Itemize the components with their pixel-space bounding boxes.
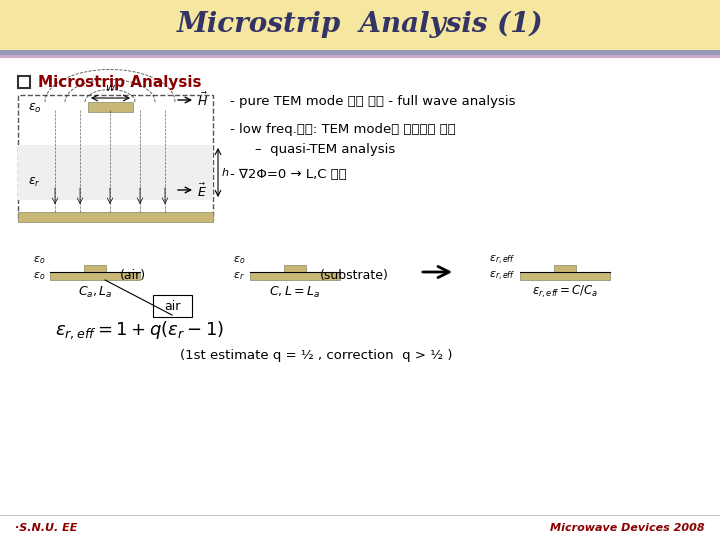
Text: $\vec{H}$: $\vec{H}$ [197,91,208,109]
Bar [18,145,213,200]
Text: (1st estimate q = ½ , correction  q > ½ ): (1st estimate q = ½ , correction q > ½ ) [180,348,452,361]
Text: Microstrip Analysis: Microstrip Analysis [38,75,202,90]
Text: - pure TEM mode 존재 안함 - full wave analysis: - pure TEM mode 존재 안함 - full wave analys… [230,96,516,109]
Text: –  quasi-TEM analysis: – quasi-TEM analysis [255,144,395,157]
Bar [84,265,106,272]
Text: $\varepsilon_o$: $\varepsilon_o$ [32,254,45,266]
Text: $\varepsilon_o$: $\varepsilon_o$ [233,254,245,266]
Text: (substrate): (substrate) [320,268,389,281]
Text: $\varepsilon_o$: $\varepsilon_o$ [32,270,45,282]
Bar [0,50,720,55]
Bar [18,76,30,88]
Bar [520,272,610,280]
FancyBboxPatch shape [153,295,192,317]
Bar [250,272,340,280]
Bar [554,265,576,272]
Text: - ∇2Φ=0 → L,C 계산: - ∇2Φ=0 → L,C 계산 [230,168,347,181]
Text: $\varepsilon_{r,eff}$: $\varepsilon_{r,eff}$ [489,269,515,282]
Bar [18,95,213,220]
Text: $C_a, L_a$: $C_a, L_a$ [78,285,112,300]
Text: Microwave Devices 2008: Microwave Devices 2008 [550,523,705,533]
Bar [0,0,720,50]
Text: $\varepsilon_{r,eff} = C/C_a$: $\varepsilon_{r,eff} = C/C_a$ [532,284,598,300]
Text: $C, L= L_a$: $C, L= L_a$ [269,285,320,300]
Text: $\varepsilon_{r,eff}$: $\varepsilon_{r,eff}$ [489,253,515,267]
Text: Microstrip  Analysis (1): Microstrip Analysis (1) [176,10,544,38]
Bar [284,265,306,272]
Bar [18,212,213,222]
Bar [50,272,140,280]
Bar [0,55,720,58]
Text: $\varepsilon_o$: $\varepsilon_o$ [28,102,42,114]
Text: $\vec{E}$: $\vec{E}$ [197,183,207,200]
Text: air: air [164,300,180,313]
Text: $\varepsilon_r$: $\varepsilon_r$ [28,176,41,188]
Text: (air): (air) [120,268,146,281]
Bar [88,102,133,112]
Text: $\varepsilon_r$: $\varepsilon_r$ [233,270,245,282]
Text: $\varepsilon_{r,eff} = 1 + q(\varepsilon_r - 1)$: $\varepsilon_{r,eff} = 1 + q(\varepsilon… [55,319,224,341]
Text: h: h [222,168,229,178]
Text: w: w [105,83,114,93]
Text: - low freq.경우: TEM mode로 가정하여 해석: - low freq.경우: TEM mode로 가정하여 해석 [230,124,456,137]
Text: ·S.N.U. EE: ·S.N.U. EE [15,523,77,533]
